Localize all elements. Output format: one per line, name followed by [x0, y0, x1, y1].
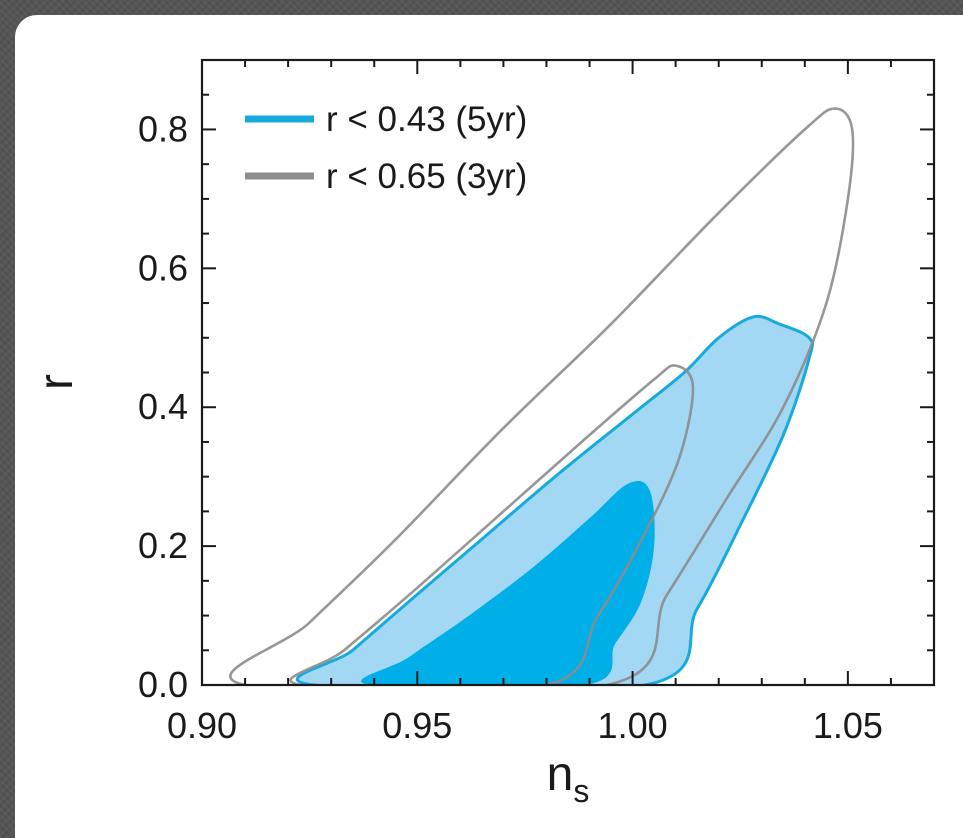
- x-axis-label-main: n: [547, 748, 574, 801]
- x-tick-label: 1.00: [598, 705, 668, 746]
- y-tick-label: 0.8: [138, 108, 188, 149]
- y-tick-label: 0.0: [138, 664, 188, 705]
- contour-5yr-68pct: [361, 481, 655, 685]
- x-axis-label-subscript: s: [573, 773, 589, 809]
- contour-5yr-95pct: [295, 314, 815, 685]
- y-tick-label: 0.6: [138, 247, 188, 288]
- y-tick-label: 0.4: [138, 386, 188, 427]
- tick-marks: [201, 59, 935, 686]
- x-tick-label: 1.05: [813, 705, 883, 746]
- contour-3yr-95pct: [229, 107, 855, 685]
- legend: r < 0.43 (5yr) r < 0.65 (3yr): [245, 100, 527, 196]
- y-tick-label: 0.2: [138, 525, 188, 566]
- y-axis-label: r: [30, 374, 83, 390]
- x-tick-label: 0.95: [382, 705, 452, 746]
- x-axis-label: ns: [547, 748, 590, 809]
- tick-labels: 0.90 0.95 1.00 1.05 0.0 0.2 0.4 0.6 0.8: [138, 108, 883, 746]
- legend-label-5yr: r < 0.43 (5yr): [326, 100, 527, 139]
- contour-layer: [229, 107, 855, 685]
- x-tick-label: 0.90: [167, 705, 237, 746]
- contour-3yr-68pct: [289, 364, 695, 685]
- legend-label-3yr: r < 0.65 (3yr): [326, 157, 527, 196]
- slide-card: [15, 15, 963, 838]
